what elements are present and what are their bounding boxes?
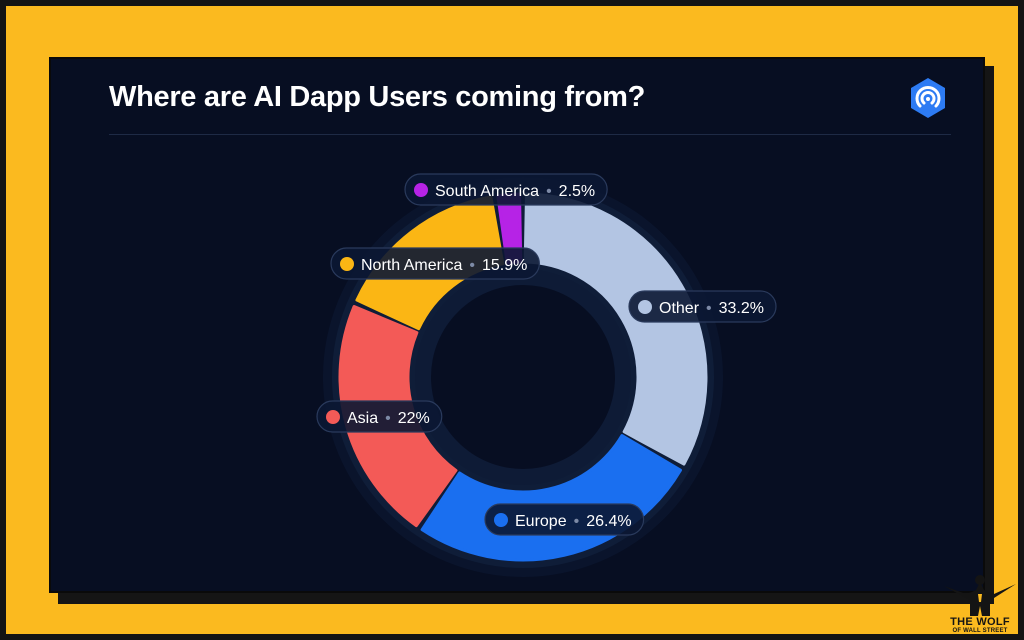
label-separator: • (546, 183, 552, 200)
label-pill-bg (628, 290, 777, 323)
slice-label-name: Other (659, 300, 700, 317)
slice-label-name: North America (361, 257, 462, 274)
donut-hole (431, 285, 615, 469)
slice-label-value: 33.2% (719, 300, 764, 317)
page-title: Where are AI Dapp Users coming from? (109, 81, 646, 113)
label-south-america: South America • 2.5% (404, 173, 608, 206)
slice-label-name: Europe (515, 513, 567, 530)
slice-label-value: 2.5% (559, 183, 595, 200)
slice-other[interactable] (523, 192, 708, 466)
slice-label-name: Asia (347, 410, 378, 427)
legend-dot (494, 513, 508, 527)
legend-dot (414, 183, 428, 197)
slice-labels: Other • 33.2% Europe • 26.4% Asia • 22% North Ame… (316, 173, 777, 536)
slice-label-value: 15.9% (482, 257, 527, 274)
label-pill-bg (404, 173, 608, 206)
watermark-line2: OF WALL STREET (952, 628, 1008, 634)
chart-card: Other • 33.2% Europe • 26.4% Asia • 22% North Ame… (49, 57, 985, 593)
donut-chart: Other • 33.2% Europe • 26.4% Asia • 22% North Ame… (316, 173, 777, 577)
label-pill-bg (330, 247, 540, 280)
label-other: Other • 33.2% (628, 290, 777, 323)
label-asia: Asia • 22% (316, 400, 443, 433)
title-divider (109, 134, 951, 135)
label-europe: Europe • 26.4% (484, 503, 645, 536)
legend-dot (326, 410, 340, 424)
legend-dot (638, 300, 652, 314)
watermark-line1: THE WOLF (950, 616, 1010, 628)
label-pill-bg (484, 503, 645, 536)
label-separator: • (469, 257, 475, 274)
label-pill-bg (316, 400, 443, 433)
label-separator: • (574, 513, 580, 530)
slice-label-value: 22% (398, 410, 430, 427)
legend-dot (340, 257, 354, 271)
label-separator: • (385, 410, 391, 427)
slice-label-value: 26.4% (586, 513, 631, 530)
label-north-america: North America • 15.9% (330, 247, 540, 280)
slice-label-name: South America (435, 183, 539, 200)
dappradar-logo-icon (911, 78, 945, 118)
label-separator: • (706, 300, 712, 317)
watermark: THE WOLF OF WALL STREET (936, 572, 1024, 638)
wolf-figure-icon (944, 575, 1016, 616)
